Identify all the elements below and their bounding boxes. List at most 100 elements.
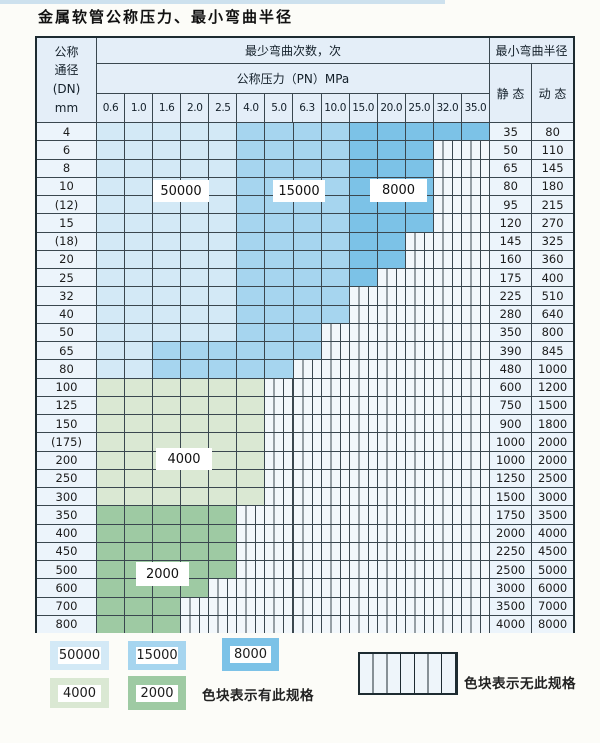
no-spec-cell-p35.0 <box>462 232 491 250</box>
spec-cell-8000-p15.0 <box>349 159 378 177</box>
no-spec-cell-p6.3 <box>293 615 322 633</box>
no-spec-cell-p35.0 <box>462 141 491 159</box>
no-spec-cell-p10.0 <box>321 451 350 469</box>
spec-cell-8000-p25.0 <box>405 141 434 159</box>
static-radius-cell: 600 <box>490 378 533 396</box>
spec-cell-50000-p1.6 <box>153 287 182 305</box>
no-spec-cell-p15.0 <box>349 342 378 360</box>
spec-cell-4000-p2.5 <box>209 433 238 451</box>
spec-cell-15000-p10.0 <box>321 123 350 141</box>
spec-cell-50000-p0.6 <box>97 305 126 323</box>
spec-cell-2000-p0.6 <box>97 615 126 633</box>
no-spec-cell-p35.0 <box>462 250 491 268</box>
spec-cell-4000-p1.6 <box>153 396 182 414</box>
spec-cell-50000-p0.6 <box>97 342 126 360</box>
no-spec-cell-p5.0 <box>265 597 294 615</box>
no-spec-cell-p25.0 <box>405 305 434 323</box>
no-spec-cell-p25.0 <box>405 415 434 433</box>
pressure-header-6.3: 6.3 <box>293 94 322 123</box>
dn-header-line: (DN) <box>52 82 81 96</box>
no-spec-cell-p15.0 <box>349 542 378 560</box>
no-spec-cell-p25.0 <box>405 488 434 506</box>
spec-cell-2000-p0.6 <box>97 542 126 560</box>
spec-cell-50000-p2.0 <box>181 214 210 232</box>
spec-cell-50000-p2.0 <box>181 269 210 287</box>
static-radius-cell: 145 <box>490 232 533 250</box>
table-row-dn-20: 20 160 360 <box>37 250 574 269</box>
no-spec-cell-p25.0 <box>405 469 434 487</box>
spec-cell-8000-p15.0 <box>349 269 378 287</box>
spec-cell-15000-p4.0 <box>237 232 266 250</box>
table-row-dn-300: 300 1500 3000 <box>37 488 574 507</box>
spec-cell-50000-p0.6 <box>97 360 126 378</box>
spec-cell-4000-p2.5 <box>209 378 238 396</box>
no-spec-cell-p2.0 <box>181 597 210 615</box>
spec-cell-15000-p6.3 <box>293 287 322 305</box>
spec-cell-4000-p0.6 <box>97 396 126 414</box>
dn-cell: 100 <box>37 378 97 396</box>
spec-cell-4000-p4.0 <box>237 488 266 506</box>
spec-cell-15000-p6.3 <box>293 323 322 341</box>
spec-cell-2000-p0.6 <box>97 524 126 542</box>
pressure-header-1.0: 1.0 <box>125 94 154 123</box>
legend-swatch-4000: 4000 <box>50 678 109 708</box>
static-radius-cell: 1250 <box>490 469 533 487</box>
dn-cell: 25 <box>37 269 97 287</box>
static-radius-cell: 900 <box>490 415 533 433</box>
no-spec-cell-p10.0 <box>321 469 350 487</box>
spec-cell-4000-p0.6 <box>97 433 126 451</box>
spec-cell-50000-p2.0 <box>181 123 210 141</box>
no-spec-cell-p32.0 <box>433 214 463 232</box>
no-spec-cell-p10.0 <box>321 433 350 451</box>
dn-cell: 450 <box>37 542 97 560</box>
spec-cell-2000-p1.0 <box>125 506 154 524</box>
no-spec-cell-p35.0 <box>462 506 491 524</box>
spec-cell-4000-p0.6 <box>97 415 126 433</box>
spec-cell-50000-p0.6 <box>97 214 126 232</box>
no-spec-cell-p25.0 <box>405 323 434 341</box>
spec-cell-50000-p2.5 <box>209 196 238 214</box>
table-row-dn-600: 600 3000 6000 <box>37 579 574 598</box>
spec-cell-15000-p6.3 <box>293 214 322 232</box>
no-spec-cell-p5.0 <box>265 579 294 597</box>
spec-cell-4000-p1.6 <box>153 378 182 396</box>
no-spec-cell-p35.0 <box>462 415 491 433</box>
spec-cell-50000-p2.0 <box>181 287 210 305</box>
spec-cell-50000-p1.6 <box>153 250 182 268</box>
spec-cell-4000-p1.0 <box>125 378 154 396</box>
legend-swatch-50000: 50000 <box>50 641 109 670</box>
dn-cell: 10 <box>37 177 97 195</box>
spec-cell-50000-p0.6 <box>97 269 126 287</box>
spec-cell-50000-p2.5 <box>209 323 238 341</box>
no-spec-cell-p5.0 <box>265 451 294 469</box>
spec-cell-15000-p4.0 <box>237 287 266 305</box>
spec-cell-15000-p10.0 <box>321 287 350 305</box>
legend-swatch-2000: 2000 <box>128 676 186 710</box>
no-spec-cell-p15.0 <box>349 506 378 524</box>
spec-cell-2000-p2.5 <box>209 561 238 579</box>
no-spec-cell-p32.0 <box>433 469 463 487</box>
no-spec-cell-p32.0 <box>433 159 463 177</box>
spec-cell-2000-p0.6 <box>97 506 126 524</box>
dynamic-radius-cell: 2000 <box>532 433 574 451</box>
cycles-label-15000: 15000 <box>273 180 325 202</box>
spec-cell-50000-p1.0 <box>125 159 154 177</box>
spec-cell-4000-p2.5 <box>209 415 238 433</box>
no-spec-cell-p32.0 <box>433 342 463 360</box>
no-spec-cell-p6.3 <box>293 360 322 378</box>
pressure-header-25.0: 25.0 <box>405 94 434 123</box>
no-spec-cell-p6.3 <box>293 451 322 469</box>
spec-cell-8000-p25.0 <box>405 159 434 177</box>
no-spec-cell-p32.0 <box>433 196 463 214</box>
page-top-strip <box>0 0 445 4</box>
dynamic-radius-cell: 2500 <box>532 469 574 487</box>
spec-cell-50000-p0.6 <box>97 159 126 177</box>
spec-cell-8000-p15.0 <box>349 214 378 232</box>
dn-header-line: 通径 <box>54 63 79 78</box>
spec-cell-50000-p2.0 <box>181 323 210 341</box>
table-row-dn-450: 450 2250 4500 <box>37 542 574 561</box>
legend-swatch-label: 15000 <box>136 647 178 664</box>
spec-cell-50000-p0.6 <box>97 323 126 341</box>
static-radius-cell: 3000 <box>490 579 533 597</box>
no-spec-cell-p6.3 <box>293 561 322 579</box>
